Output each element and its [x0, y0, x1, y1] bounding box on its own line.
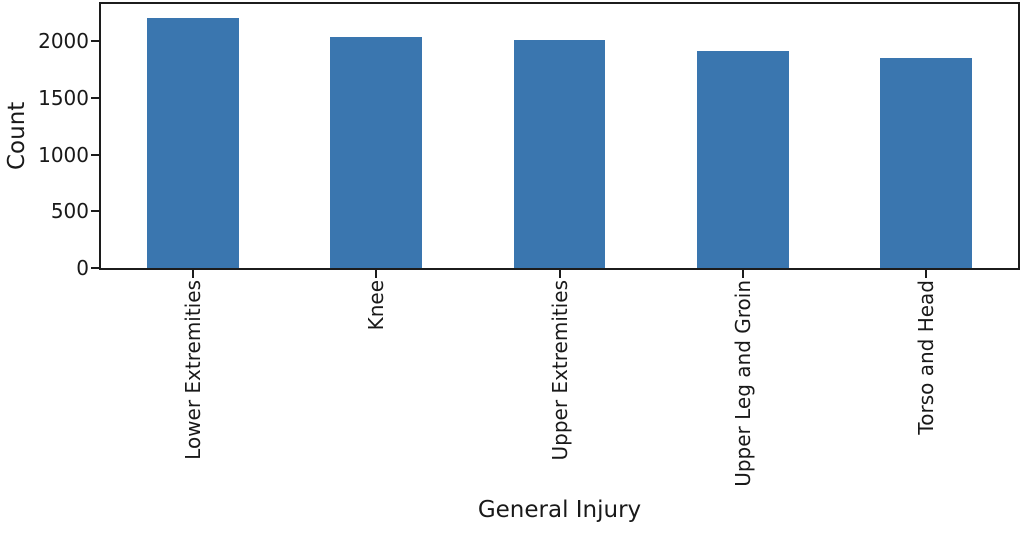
- x-tick-label: Upper Leg and Groin: [730, 280, 755, 487]
- bar: [880, 58, 973, 268]
- y-axis-label: Count: [4, 101, 30, 171]
- bar: [697, 51, 789, 268]
- y-tick-label: 0: [76, 256, 89, 280]
- y-axis-tick: [91, 40, 99, 43]
- x-axis-tick: [375, 270, 378, 278]
- x-tick-label: Torso and Head: [914, 280, 939, 435]
- x-axis-label: General Injury: [477, 497, 642, 523]
- x-axis-tick: [191, 270, 194, 278]
- y-tick-label: 500: [50, 199, 89, 224]
- x-tick-label: Lower Extremities: [180, 280, 205, 460]
- bar: [146, 17, 239, 268]
- y-tick-label: 1000: [38, 142, 89, 167]
- y-axis-tick: [91, 267, 99, 269]
- y-tick-label: 1500: [38, 86, 89, 111]
- y-axis-tick: [91, 153, 99, 156]
- x-tick-label: Knee: [364, 280, 389, 331]
- x-axis-tick: [925, 270, 928, 278]
- x-axis-tick: [558, 270, 561, 278]
- y-tick-label: 2000: [38, 29, 89, 54]
- x-axis-tick: [741, 270, 744, 278]
- y-axis-tick: [91, 97, 99, 100]
- bar: [330, 37, 422, 268]
- x-tick-label: Upper Extremities: [547, 280, 572, 461]
- plot-area: Lower Extremities Knee Upper Extremities Up…: [38, 2, 1020, 487]
- y-axis-tick: [91, 210, 99, 213]
- bar: [513, 40, 606, 268]
